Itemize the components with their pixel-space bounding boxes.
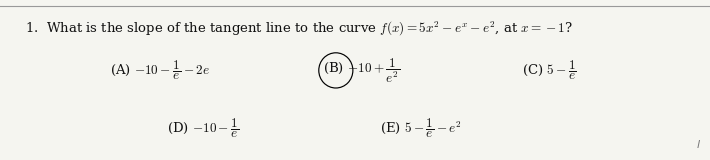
Text: (C) $5 - \dfrac{1}{e}$: (C) $5 - \dfrac{1}{e}$ <box>522 59 577 82</box>
Text: $\mathit{l}$: $\mathit{l}$ <box>697 138 701 150</box>
Text: (E) $5 - \dfrac{1}{e} - e^2$: (E) $5 - \dfrac{1}{e} - e^2$ <box>380 116 462 140</box>
Text: (A) $-10 - \dfrac{1}{e} - 2e$: (A) $-10 - \dfrac{1}{e} - 2e$ <box>110 59 210 82</box>
Text: (D) $-10 - \dfrac{1}{e}$: (D) $-10 - \dfrac{1}{e}$ <box>167 116 239 140</box>
Text: 1.  What is the slope of the tangent line to the curve $f(x) = 5x^2 - e^x - e^2$: 1. What is the slope of the tangent line… <box>25 20 573 38</box>
Text: (B) $-10 + \dfrac{1}{e^2}$: (B) $-10 + \dfrac{1}{e^2}$ <box>323 56 400 85</box>
